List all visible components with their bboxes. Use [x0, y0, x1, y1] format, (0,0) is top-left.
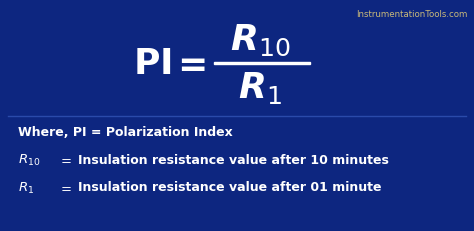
Text: InstrumentationTools.com: InstrumentationTools.com — [356, 10, 468, 19]
Text: $\boldsymbol{R}_{1}$: $\boldsymbol{R}_{1}$ — [238, 70, 282, 106]
FancyArrow shape — [214, 63, 310, 64]
Text: Insulation resistance value after 01 minute: Insulation resistance value after 01 min… — [78, 181, 382, 194]
Text: $\mathbf{=}$: $\mathbf{=}$ — [170, 47, 206, 81]
Text: $\mathbf{PI}$: $\mathbf{PI}$ — [133, 47, 171, 81]
Text: $R_{1}$: $R_{1}$ — [18, 180, 34, 195]
Text: $=$: $=$ — [58, 181, 72, 194]
Text: $R_{10}$: $R_{10}$ — [18, 152, 40, 167]
Text: Insulation resistance value after 10 minutes: Insulation resistance value after 10 min… — [78, 153, 389, 166]
Text: $\boldsymbol{R}_{10}$: $\boldsymbol{R}_{10}$ — [230, 22, 290, 57]
Text: Where, PI = Polarization Index: Where, PI = Polarization Index — [18, 125, 233, 138]
Text: $=$: $=$ — [58, 153, 72, 166]
